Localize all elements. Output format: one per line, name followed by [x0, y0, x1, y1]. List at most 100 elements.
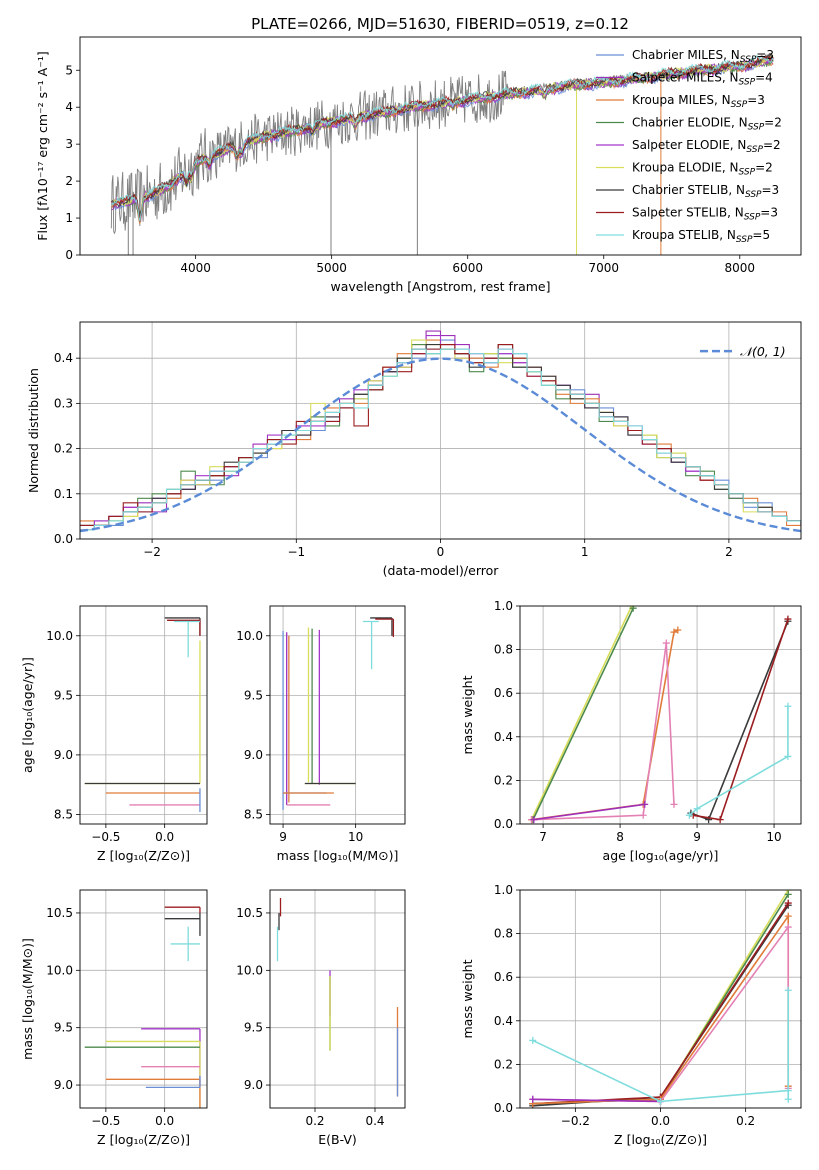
- axes-frame: [79, 889, 208, 1109]
- data-point-marker: [784, 702, 792, 710]
- data-point-marker: [670, 628, 678, 636]
- y-tick-label: 0.8: [494, 643, 513, 657]
- panel-mass_vs_Z: −0.5 0.0 9.0 9.5 10.0 10.5 Z [log₁₀(Z/Z⊙)] mass…: [20, 889, 208, 1147]
- data-point-marker: [657, 1097, 664, 1105]
- y-tick-label: 10.5: [236, 906, 263, 920]
- x-tick-label: −0.5: [91, 1114, 120, 1128]
- legend-spectrum: Chabrier MILES, NSSP=3 Salpeter MILES, NS…: [596, 48, 782, 245]
- data-point-marker: [784, 615, 792, 623]
- data-point-marker: [784, 752, 792, 760]
- y-tick-label: 9.0: [54, 1078, 73, 1092]
- y-tick-label: 0.0: [494, 817, 513, 831]
- x-tick-label: −2: [143, 545, 161, 559]
- data-point-marker: [784, 890, 792, 898]
- y-tick-label: 0.1: [54, 487, 73, 501]
- legend-label: Salpeter STELIB, NSSP=3: [632, 206, 778, 223]
- x-tick-label: 4000: [180, 261, 211, 275]
- series-line: [690, 620, 789, 821]
- data-point-marker: [685, 811, 693, 819]
- legend-label: Kroupa ELODIE, NSSP=2: [632, 161, 773, 178]
- x-tick-label: 0.0: [651, 1114, 670, 1128]
- x-axis-label: E(B-V): [318, 1132, 357, 1147]
- series-line: [688, 706, 789, 816]
- y-tick-label: 0.0: [494, 1101, 513, 1115]
- data-point-marker: [693, 805, 701, 813]
- panel-age_vs_mass: 9 10 8.5 9.0 9.5 10.0 mass [log₁₀(M/M⊙)]: [236, 605, 406, 863]
- legend-label: Kroupa MILES, NSSP=3: [632, 93, 765, 110]
- x-tick-label: 8000: [725, 261, 756, 275]
- y-tick-label: 0.2: [494, 773, 513, 787]
- data-point-marker: [784, 1095, 792, 1103]
- x-tick-label: 9: [279, 830, 287, 844]
- series-line: [533, 803, 645, 821]
- y-tick-label: 9.0: [244, 748, 263, 762]
- y-tick-label: 8.5: [244, 807, 263, 821]
- x-tick-label: 9: [693, 830, 701, 844]
- x-tick-label: 0.4: [365, 1114, 384, 1128]
- plot-area-spectrum: [110, 53, 774, 255]
- y-tick-label: 1: [65, 211, 73, 225]
- axes-frame: [269, 889, 406, 1109]
- plot-area-residuals: [80, 322, 801, 539]
- x-tick-label: 0.2: [736, 1114, 755, 1128]
- data-point-marker: [629, 606, 637, 612]
- y-tick-label: 9.5: [54, 688, 73, 702]
- histogram-step: [80, 344, 801, 531]
- data-point-marker: [784, 1087, 792, 1095]
- y-tick-label: 9.0: [54, 748, 73, 762]
- y-tick-label: 0.8: [494, 927, 513, 941]
- data-point-marker: [529, 1036, 537, 1044]
- data-point-marker: [784, 899, 792, 907]
- axes-frame: [79, 36, 802, 256]
- x-axis-label: Z [log₁₀(Z/Z⊙)]: [614, 1132, 707, 1147]
- axes-frame: [269, 605, 406, 825]
- x-axis-label: age [log₁₀(age/yr)]: [603, 848, 719, 863]
- y-tick-label: 3: [65, 137, 73, 151]
- y-tick-label: 0.6: [494, 970, 513, 984]
- x-tick-label: −1: [287, 545, 305, 559]
- axes-frame: [79, 321, 802, 540]
- x-tick-label: 10: [348, 830, 363, 844]
- legend-label: Salpeter ELODIE, NSSP=2: [632, 138, 781, 155]
- y-tick-label: 1.0: [494, 883, 513, 897]
- x-tick-label: 0.2: [305, 1114, 324, 1128]
- y-tick-label: 0.0: [54, 532, 73, 546]
- y-tick-label: 4: [65, 100, 73, 114]
- x-tick-label: 0.0: [155, 830, 174, 844]
- panel-mass_weight_vs_Z: −0.2 0.0 0.2 0.0 0.2 0.4 0.6 0.8 1.0 Z [log₁₀(Z/Z…: [460, 883, 802, 1147]
- y-tick-label: 0.6: [494, 686, 513, 700]
- plot-area-age_vs_Z: [80, 606, 207, 824]
- x-tick-label: 1: [581, 545, 589, 559]
- y-axis-label: mass [log₁₀(M/M⊙)]: [20, 938, 35, 1060]
- panel-residuals: −2 −1 0 1 2 0.0 0.1 0.2 0.3 0.4 (data-model)/error…: [26, 321, 802, 578]
- histogram-step: [80, 344, 801, 531]
- series-line: [531, 642, 675, 821]
- y-tick-label: 10.5: [46, 906, 73, 920]
- y-axis-label: mass weight: [460, 959, 475, 1038]
- y-tick-label: 0.4: [54, 351, 73, 365]
- plot-area-mass_vs_ebv: [270, 890, 405, 1108]
- x-tick-label: 7: [539, 830, 547, 844]
- series-line: [532, 1098, 661, 1103]
- x-tick-label: −0.5: [91, 830, 120, 844]
- y-tick-label: 10.0: [46, 629, 73, 643]
- y-tick-label: 0.3: [54, 396, 73, 410]
- axes-frame: [519, 605, 802, 825]
- data-point-marker: [674, 626, 682, 634]
- x-axis-label: wavelength [Angstrom, rest frame]: [330, 279, 550, 294]
- y-tick-label: 9.0: [244, 1078, 263, 1092]
- legend-label: Salpeter MILES, NSSP=4: [632, 71, 773, 88]
- panel-spectrum: 4000 5000 6000 7000 8000 0 1 2 3 4 5 wavelength [An…: [35, 36, 802, 294]
- y-tick-label: 10.0: [236, 963, 263, 977]
- x-tick-label: 8: [616, 830, 624, 844]
- histogram-step: [80, 339, 801, 531]
- plot-area-mass_vs_Z: [80, 890, 207, 1108]
- plot-area-mass_weight_vs_age: [520, 606, 801, 824]
- legend-label: Chabrier ELODIE, NSSP=2: [632, 116, 782, 133]
- data-point-marker: [641, 800, 649, 808]
- y-tick-label: 9.5: [244, 688, 263, 702]
- data-point-marker: [670, 800, 678, 808]
- data-point-marker: [662, 639, 670, 647]
- x-axis-label: Z [log₁₀(Z/Z⊙)]: [97, 848, 190, 863]
- data-point-marker: [784, 912, 792, 920]
